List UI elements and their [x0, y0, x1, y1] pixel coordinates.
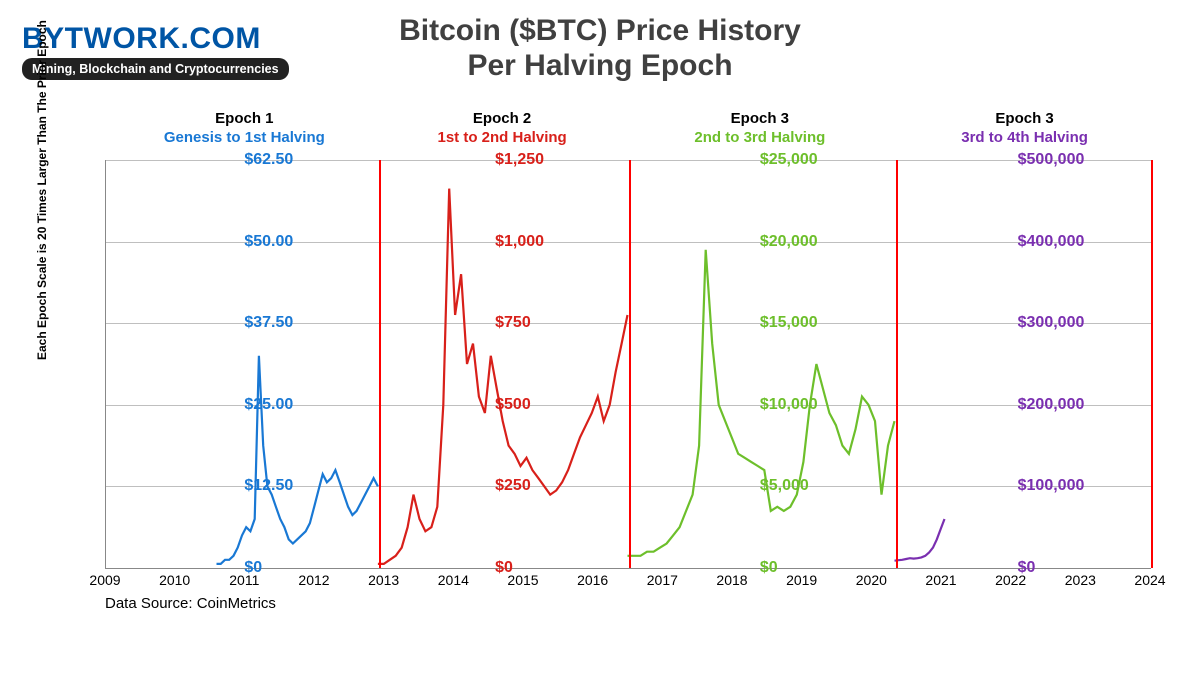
x-tick-label: 2016	[577, 572, 608, 588]
y-tick-label: $20,000	[760, 233, 818, 251]
y-tick-label: $500	[495, 396, 531, 414]
y-tick-label: $25.00	[244, 396, 293, 414]
y-tick-label: $10,000	[760, 396, 818, 414]
y-tick-label: $1,000	[495, 233, 544, 251]
chart-series-svg	[105, 160, 1150, 568]
epoch-subtitle: Genesis to 1st Halving	[164, 129, 325, 146]
epoch-subtitle: 3rd to 4th Halving	[961, 129, 1088, 146]
y-tick-label: $0	[760, 559, 778, 577]
epoch-header: Epoch 1 Genesis to 1st Halving	[164, 110, 325, 146]
y-tick-label: $500,000	[1018, 151, 1085, 169]
x-tick-label: 2021	[925, 572, 956, 588]
y-tick-label: $0	[495, 559, 513, 577]
x-tick-label: 2009	[89, 572, 120, 588]
epoch-subtitle: 2nd to 3rd Halving	[694, 129, 825, 146]
y-tick-label: $250	[495, 477, 531, 495]
epoch-header: Epoch 3 2nd to 3rd Halving	[694, 110, 825, 146]
y-tick-label: $15,000	[760, 314, 818, 332]
title-line1: Bitcoin ($BTC) Price History	[399, 14, 801, 47]
price-chart: Each Epoch Scale is 20 Times Larger Than…	[60, 100, 1160, 620]
x-tick-label: 2024	[1134, 572, 1165, 588]
title-line2: Per Halving Epoch	[467, 49, 732, 82]
y-tick-label: $5,000	[760, 477, 809, 495]
epoch-name: Epoch 2	[438, 110, 567, 127]
x-tick-label: 2018	[716, 572, 747, 588]
chart-title: Bitcoin ($BTC) Price History Per Halving…	[0, 14, 1200, 83]
epoch-divider	[1151, 160, 1153, 568]
x-tick-label: 2020	[856, 572, 887, 588]
epoch-name: Epoch 3	[694, 110, 825, 127]
x-tick-label: 2023	[1065, 572, 1096, 588]
epoch-header: Epoch 3 3rd to 4th Halving	[961, 110, 1088, 146]
x-tick-label: 2012	[298, 572, 329, 588]
y-axis-label: Each Epoch Scale is 20 Times Larger Than…	[35, 20, 49, 360]
x-tick-label: 2013	[368, 572, 399, 588]
y-tick-label: $300,000	[1018, 314, 1085, 332]
y-tick-label: $0	[1018, 559, 1036, 577]
y-tick-label: $37.50	[244, 314, 293, 332]
x-tick-label: 2014	[438, 572, 469, 588]
epoch-name: Epoch 3	[961, 110, 1088, 127]
y-tick-label: $750	[495, 314, 531, 332]
y-tick-label: $200,000	[1018, 396, 1085, 414]
epoch-divider	[896, 160, 898, 568]
y-tick-label: $50.00	[244, 233, 293, 251]
y-tick-label: $1,250	[495, 151, 544, 169]
epoch-series-line	[895, 519, 945, 561]
epoch-subtitle: 1st to 2nd Halving	[438, 129, 567, 146]
y-tick-label: $62.50	[244, 151, 293, 169]
y-tick-label: $400,000	[1018, 233, 1085, 251]
y-tick-label: $12.50	[244, 477, 293, 495]
epoch-series-line	[217, 356, 378, 564]
x-tick-label: 2017	[647, 572, 678, 588]
epoch-divider	[629, 160, 631, 568]
data-source: Data Source: CoinMetrics	[105, 595, 276, 612]
epoch-name: Epoch 1	[164, 110, 325, 127]
y-tick-label: $25,000	[760, 151, 818, 169]
epoch-divider	[379, 160, 381, 568]
x-tick-label: 2019	[786, 572, 817, 588]
x-tick-label: 2010	[159, 572, 190, 588]
y-tick-label: $0	[244, 559, 262, 577]
epoch-header: Epoch 2 1st to 2nd Halving	[438, 110, 567, 146]
y-tick-label: $100,000	[1018, 477, 1085, 495]
